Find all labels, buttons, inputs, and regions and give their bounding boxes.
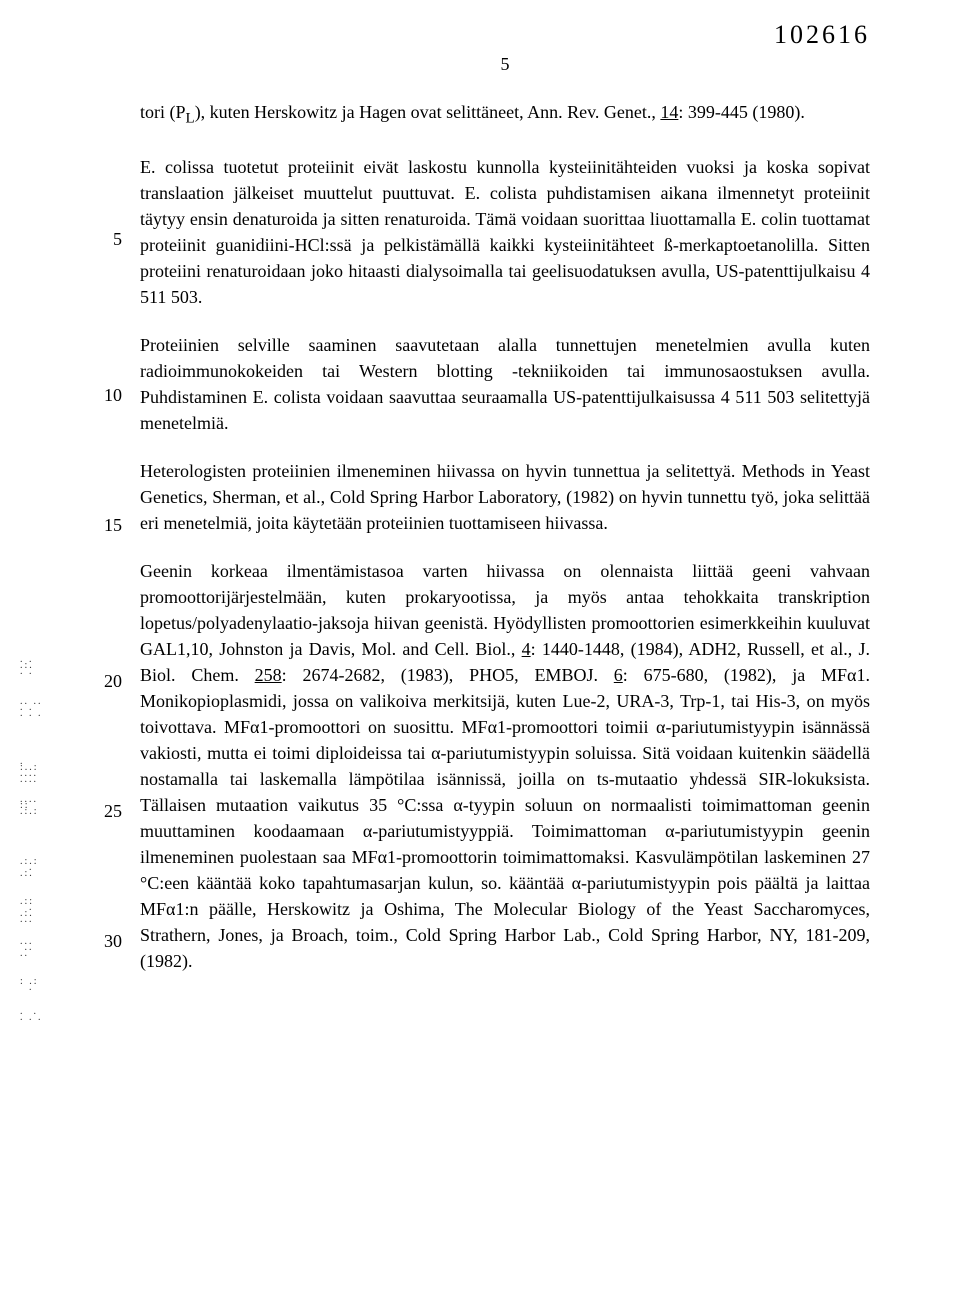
subscript: L bbox=[186, 111, 195, 127]
braille-marker-8: : .: . bbox=[20, 979, 60, 991]
paragraph-5: Geenin korkeaa ilmentämistasoa varten hi… bbox=[140, 558, 870, 974]
underlined-ref: 258 bbox=[255, 665, 282, 685]
underlined-ref: 4 bbox=[522, 639, 531, 659]
paragraph-4: Heterologisten proteiinien ilmeneminen h… bbox=[140, 458, 870, 536]
paragraphs-container: tori (PL), kuten Herskowitz ja Hagen ova… bbox=[140, 99, 870, 974]
line-number-5: 5 bbox=[113, 229, 122, 250]
braille-marker-4: .... :: .:.: bbox=[20, 797, 60, 815]
line-number-25: 25 bbox=[104, 801, 122, 822]
underlined-ref: 14 bbox=[660, 102, 678, 122]
braille-marker-5: .:.: . .:. bbox=[20, 859, 60, 877]
paragraph-1: tori (PL), kuten Herskowitz ja Hagen ova… bbox=[140, 99, 870, 132]
paragraph-2: E. colissa tuotetut proteiinit eivät las… bbox=[140, 154, 870, 310]
line-number-10: 10 bbox=[104, 385, 122, 406]
braille-marker-3: . :..: .... .... bbox=[20, 759, 60, 783]
document-number: 102616 bbox=[774, 20, 870, 50]
line-number-20: 20 bbox=[104, 671, 122, 692]
braille-marker-7: ... .. .. bbox=[20, 939, 60, 957]
braille-marker-1: . . .:. . . bbox=[20, 657, 60, 675]
content-area: 51015202530 tori (PL), kuten Herskowitz … bbox=[140, 99, 870, 974]
braille-marker-9: . . . . . bbox=[20, 1009, 60, 1021]
underlined-ref: 6 bbox=[614, 665, 623, 685]
paragraph-3: Proteiinien selville saaminen saavutetaa… bbox=[140, 332, 870, 436]
line-number-15: 15 bbox=[104, 515, 122, 536]
line-number-30: 30 bbox=[104, 931, 122, 952]
page-number: 5 bbox=[140, 54, 870, 75]
braille-marker-2: .. .. . . . . . bbox=[20, 699, 60, 717]
braille-marker-6: .:: . .:. ... bbox=[20, 899, 60, 923]
